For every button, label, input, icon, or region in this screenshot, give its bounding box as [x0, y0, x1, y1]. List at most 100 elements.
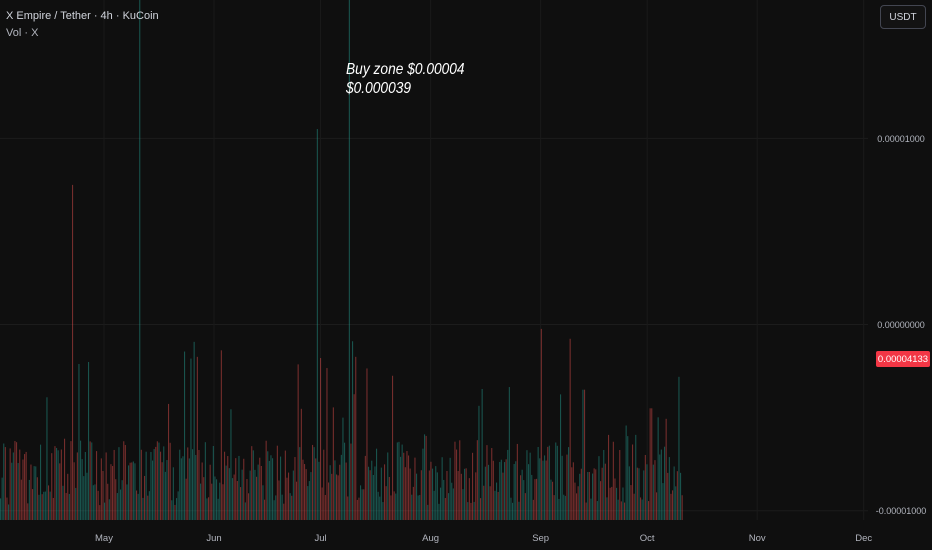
volume-bar — [193, 341, 195, 520]
volume-bar — [344, 442, 346, 520]
volume-bar — [292, 470, 294, 520]
volume-bar — [524, 493, 526, 520]
volume-bar — [566, 454, 568, 520]
volume-bar — [310, 472, 312, 520]
volume-bar — [468, 478, 470, 520]
volume-bar — [27, 503, 29, 520]
volume-bar — [94, 484, 96, 520]
volume-bar — [1, 477, 3, 520]
volume-bar — [353, 394, 355, 520]
volume-bar — [216, 479, 218, 520]
grid-lines — [0, 0, 868, 520]
volume-bar — [451, 482, 453, 520]
volume-bar — [185, 478, 187, 520]
volume-bar — [473, 501, 475, 520]
volume-bar — [654, 460, 656, 520]
y-tick-label: 0.00001000 — [877, 134, 925, 144]
volume-bar — [272, 458, 274, 520]
volume-bar — [336, 474, 338, 520]
volume-bar — [329, 465, 331, 520]
y-axis: 0.000140000.000130000.000120000.00011000… — [876, 134, 927, 516]
volume-bar — [539, 458, 541, 520]
volume-bar — [9, 448, 11, 520]
volume-bar — [59, 463, 61, 520]
volume-bar — [648, 501, 650, 520]
volume-bar — [596, 501, 598, 520]
volume-bar — [411, 494, 413, 520]
volume-bar — [611, 486, 613, 520]
volume-bar — [556, 445, 558, 520]
volume-bar — [235, 458, 237, 520]
volume-bar — [601, 467, 603, 520]
volume-bar — [108, 499, 110, 520]
volume-bar — [673, 466, 675, 520]
volume-bar — [526, 450, 528, 520]
volume-bar — [257, 464, 259, 520]
volume-bar — [465, 468, 467, 520]
volume-bar — [435, 466, 437, 520]
volume-bar — [89, 441, 91, 520]
volume-bar — [452, 488, 454, 520]
volume-bar — [225, 465, 227, 520]
volume-bar — [164, 471, 166, 520]
volume-bar — [616, 487, 618, 520]
volume-bar — [352, 341, 354, 520]
volume-bar — [540, 328, 542, 520]
volume-bar — [643, 470, 645, 520]
volume-bar — [299, 447, 301, 520]
volume-bar — [256, 476, 258, 520]
volume-bar — [574, 482, 576, 520]
volume-bar — [204, 442, 206, 520]
volume-bar — [17, 463, 19, 520]
volume-bar — [392, 375, 394, 520]
volume-bar — [192, 449, 194, 520]
volume-bar — [169, 442, 171, 520]
volume-bar — [35, 466, 37, 520]
volume-bar — [12, 452, 14, 520]
volume-bar — [488, 464, 490, 520]
volume-bar — [628, 466, 630, 520]
volume-bar — [630, 485, 632, 520]
volume-bar — [612, 441, 614, 520]
volume-bar — [83, 476, 85, 520]
volume-bar — [3, 443, 5, 520]
volume-bar — [19, 449, 21, 520]
volume-bar — [244, 502, 246, 520]
volume-bar — [536, 478, 538, 520]
volume-bar — [555, 442, 557, 520]
volume-bar — [81, 459, 83, 520]
current-price-label: 0.00004133 — [876, 351, 930, 367]
x-tick-label: Aug — [422, 533, 439, 544]
volume-bar — [512, 502, 514, 520]
volume-bar — [305, 469, 307, 520]
volume-bar — [660, 449, 662, 520]
volume-bar — [11, 462, 13, 520]
x-tick-label: Jun — [206, 533, 221, 544]
volume-bar — [6, 497, 8, 520]
volume-bar — [158, 442, 160, 520]
volume-bar — [480, 498, 482, 520]
volume-bar — [592, 473, 594, 520]
volume-bar — [364, 455, 366, 520]
volume-bar — [313, 447, 315, 520]
volume-indicator-label[interactable]: Vol · X — [6, 27, 39, 39]
volume-bar — [342, 417, 344, 520]
volume-bar — [393, 491, 395, 520]
volume-bar — [608, 434, 610, 520]
symbol-title[interactable]: X Empire / Tether · 4h · KuCoin — [6, 10, 159, 22]
volume-bar — [100, 458, 102, 520]
volume-bar — [188, 458, 190, 520]
volume-bar — [102, 470, 104, 520]
currency-button[interactable]: USDT — [880, 5, 926, 29]
volume-bar — [326, 368, 328, 520]
volume-bar — [28, 479, 30, 520]
volume-bar — [304, 464, 306, 520]
volume-bar — [494, 490, 496, 520]
volume-bar — [251, 446, 253, 520]
volume-bar — [563, 494, 565, 520]
volume-bar — [600, 481, 602, 520]
volume-bar — [195, 454, 197, 520]
volume-bar — [531, 474, 533, 520]
volume-bar — [38, 494, 40, 520]
